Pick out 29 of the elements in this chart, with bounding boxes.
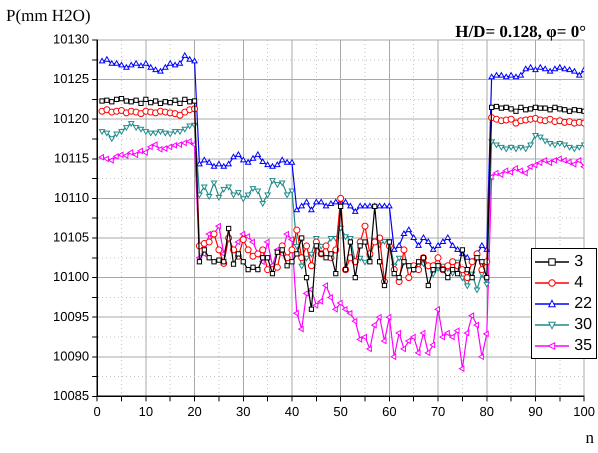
- x-tick-label: 50: [333, 404, 348, 419]
- x-tick-label: 0: [94, 404, 101, 419]
- y-tick-label: 10085: [52, 388, 90, 403]
- x-tick-label: 70: [430, 404, 446, 419]
- y-tick-label: 10115: [54, 150, 90, 166]
- x-tick-label: 10: [138, 404, 154, 419]
- y-axis-title: P(mm H2O): [6, 6, 91, 26]
- legend-label: 4: [574, 274, 584, 292]
- legend-label: 35: [574, 336, 592, 354]
- x-tick-label: 40: [284, 404, 300, 419]
- x-tick-label: 60: [382, 404, 397, 419]
- y-tick-label: 10130: [52, 32, 90, 47]
- legend-label: 22: [574, 294, 592, 312]
- x-tick-label: 80: [480, 404, 494, 419]
- y-tick-label: 10125: [52, 71, 90, 86]
- chart-title: H/D= 0.128, φ= 0°: [455, 22, 586, 42]
- legend-label: 30: [574, 316, 592, 334]
- y-tick-label: 10095: [52, 308, 90, 324]
- y-tick-label: 10120: [52, 110, 90, 126]
- x-axis-title: n: [586, 428, 594, 448]
- x-tick-label: 90: [528, 404, 543, 419]
- y-tick-label: 10105: [52, 230, 90, 245]
- legend-label: 3: [574, 252, 584, 270]
- x-tick-label: 100: [573, 404, 596, 419]
- x-tick-label: 30: [236, 404, 250, 419]
- y-tick-label: 10110: [54, 190, 90, 205]
- x-tick-label: 20: [187, 404, 202, 419]
- y-tick-label: 10100: [52, 269, 90, 284]
- y-tick-label: 10090: [52, 348, 90, 364]
